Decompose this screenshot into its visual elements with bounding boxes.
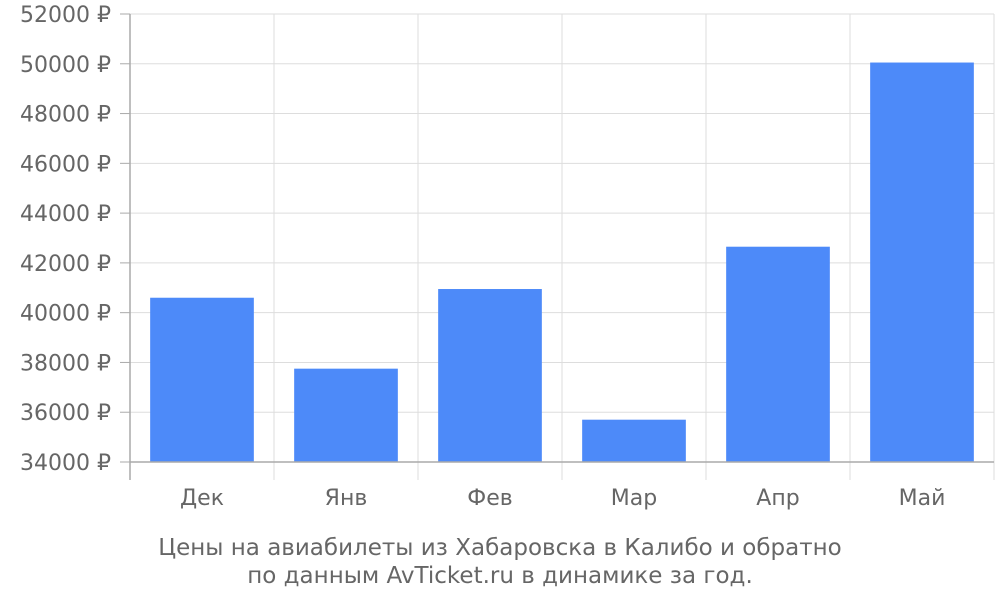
y-axis-ticks: 34000 ₽ 36000 ₽ 38000 ₽ 40000 ₽ 42000 ₽ 44000…	[20, 3, 111, 476]
y-tick-label: 48000 ₽	[20, 103, 111, 128]
caption-line-2: по данным AvTicket.ru в динамике за год.	[247, 563, 753, 589]
bar	[582, 419, 686, 462]
bar	[438, 289, 542, 462]
bars	[150, 62, 974, 463]
y-tick-label: 44000 ₽	[20, 202, 111, 227]
x-tick-label: Янв	[325, 486, 368, 511]
bar	[150, 297, 254, 462]
x-tick-label: Фев	[467, 486, 512, 511]
axes	[120, 13, 995, 480]
y-tick-label: 50000 ₽	[20, 53, 111, 78]
y-tick-label: 40000 ₽	[20, 302, 111, 327]
y-tick-label: 36000 ₽	[20, 401, 111, 426]
x-tick-label: Дек	[180, 486, 224, 511]
x-tick-label: Мар	[611, 486, 657, 511]
y-tick-label: 46000 ₽	[20, 152, 111, 177]
grid	[129, 13, 995, 463]
caption-line-1: Цены на авиабилеты из Хабаровска в Калиб…	[158, 535, 842, 561]
y-tick-label: 38000 ₽	[20, 351, 111, 376]
x-tick-label: Апр	[756, 486, 799, 511]
y-tick-label: 42000 ₽	[20, 252, 111, 277]
x-tick-label: Май	[899, 486, 946, 511]
x-axis-ticks: Дек Янв Фев Мар Апр Май	[180, 486, 945, 511]
bar	[294, 368, 398, 462]
y-tick-label: 52000 ₽	[20, 3, 111, 28]
bar	[726, 246, 830, 462]
bar	[870, 62, 974, 463]
y-tick-label: 34000 ₽	[20, 451, 111, 476]
